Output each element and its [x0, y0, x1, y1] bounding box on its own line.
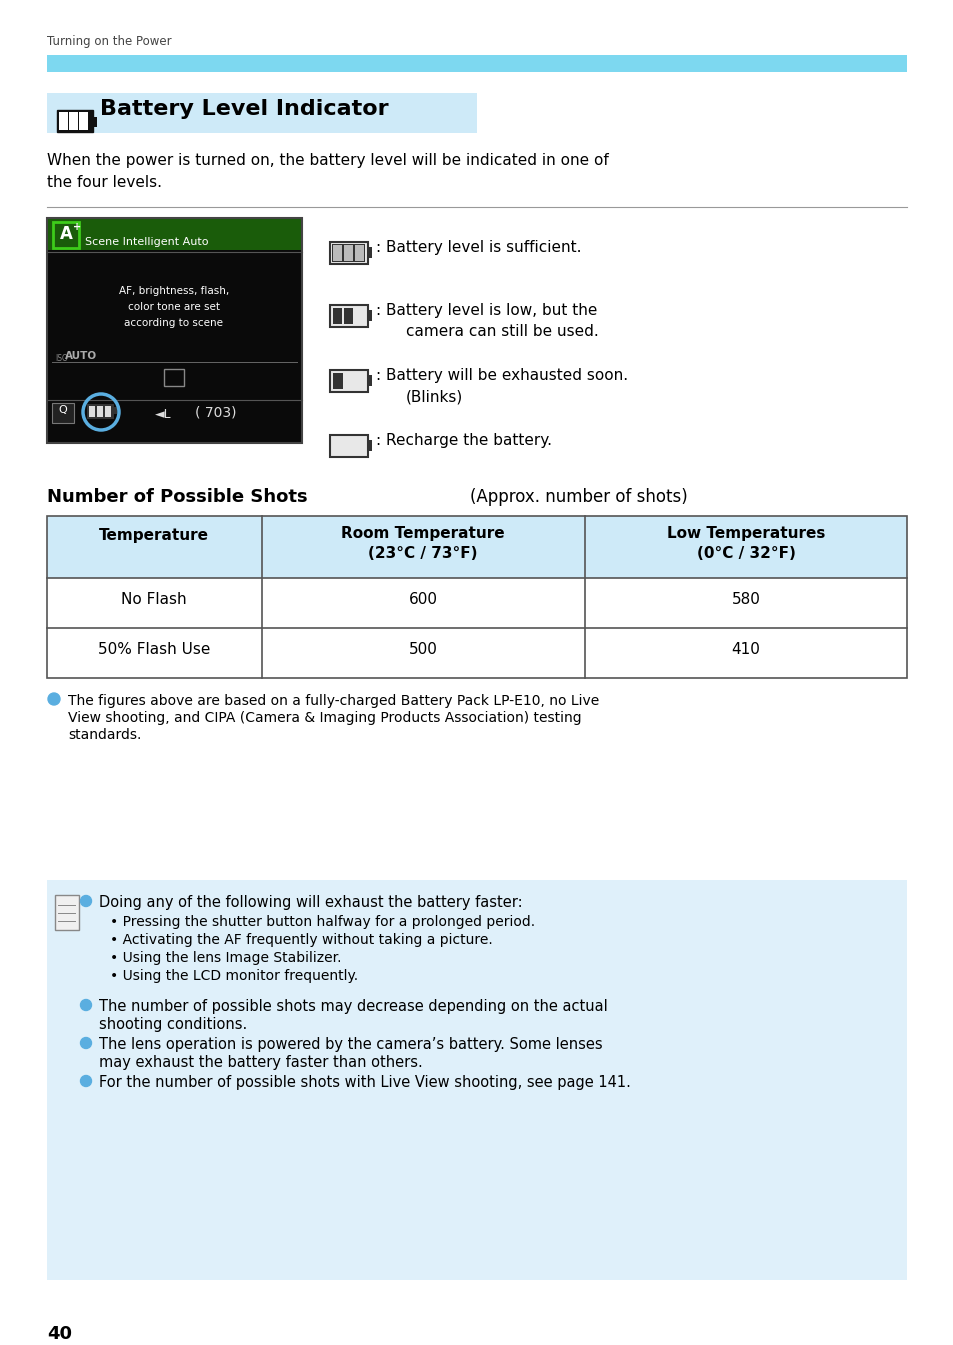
Bar: [355, 245, 364, 261]
Text: Scene Intelligent Auto: Scene Intelligent Auto: [85, 237, 209, 247]
Bar: [333, 308, 341, 324]
Bar: [113, 408, 117, 414]
Text: ◄L: ◄L: [154, 408, 172, 421]
Bar: [47, 516, 906, 678]
Bar: [79, 112, 88, 130]
Text: Turning on the Power: Turning on the Power: [47, 35, 172, 48]
Bar: [47, 218, 302, 443]
Text: (23°C / 73°F): (23°C / 73°F): [368, 546, 477, 561]
Bar: [59, 112, 68, 130]
Bar: [47, 218, 302, 250]
Bar: [97, 406, 103, 417]
Bar: [333, 373, 343, 389]
Text: 40: 40: [47, 1325, 71, 1344]
Text: Battery Level Indicator: Battery Level Indicator: [100, 100, 388, 118]
Text: AUTO: AUTO: [65, 351, 97, 360]
Bar: [53, 222, 79, 247]
Bar: [52, 404, 74, 422]
Text: When the power is turned on, the battery level will be indicated in one of
the f: When the power is turned on, the battery…: [47, 153, 608, 190]
Text: A: A: [59, 225, 72, 243]
Text: The figures above are based on a fully-charged Battery Pack LP-E10, no Live: The figures above are based on a fully-c…: [68, 694, 598, 707]
Bar: [105, 406, 111, 417]
Bar: [368, 440, 372, 451]
Text: camera can still be used.: camera can still be used.: [406, 324, 598, 339]
Circle shape: [80, 896, 91, 907]
Bar: [344, 245, 353, 261]
Text: Temperature: Temperature: [99, 529, 209, 543]
Text: (Approx. number of shots): (Approx. number of shots): [470, 488, 687, 506]
Circle shape: [80, 1076, 91, 1087]
Bar: [55, 894, 79, 929]
Bar: [330, 434, 368, 457]
Text: Number of Possible Shots: Number of Possible Shots: [47, 488, 307, 506]
Text: No Flash: No Flash: [121, 592, 187, 607]
Text: The lens operation is powered by the camera’s battery. Some lenses: The lens operation is powered by the cam…: [99, 1037, 602, 1052]
Text: Q: Q: [58, 405, 68, 416]
Text: standards.: standards.: [68, 728, 141, 742]
Bar: [332, 243, 365, 262]
Text: • Using the lens Image Stabilizer.: • Using the lens Image Stabilizer.: [110, 951, 341, 964]
Text: The number of possible shots may decrease depending on the actual: The number of possible shots may decreas…: [99, 999, 607, 1014]
Bar: [368, 309, 372, 321]
Text: Low Temperatures: Low Temperatures: [666, 526, 824, 541]
Text: • Pressing the shutter button halfway for a prolonged period.: • Pressing the shutter button halfway fo…: [110, 915, 535, 929]
Bar: [89, 406, 95, 417]
Bar: [344, 308, 353, 324]
Bar: [47, 93, 476, 133]
Text: • Using the LCD monitor frequently.: • Using the LCD monitor frequently.: [110, 968, 357, 983]
Text: (Blinks): (Blinks): [406, 389, 463, 404]
Circle shape: [80, 999, 91, 1010]
Text: Doing any of the following will exhaust the battery faster:: Doing any of the following will exhaust …: [99, 894, 522, 911]
Bar: [92, 117, 97, 126]
Text: : Battery will be exhausted soon.: : Battery will be exhausted soon.: [375, 369, 627, 383]
Bar: [368, 375, 372, 386]
Text: : Battery level is sufficient.: : Battery level is sufficient.: [375, 239, 581, 256]
Text: AF, brightness, flash,: AF, brightness, flash,: [119, 286, 229, 296]
Text: 580: 580: [731, 592, 760, 607]
Text: • Activating the AF frequently without taking a picture.: • Activating the AF frequently without t…: [110, 933, 493, 947]
Text: 50% Flash Use: 50% Flash Use: [98, 642, 210, 656]
Bar: [368, 247, 372, 258]
Bar: [330, 305, 368, 327]
Text: color tone are set: color tone are set: [128, 303, 220, 312]
Text: (0°C / 32°F): (0°C / 32°F): [696, 546, 795, 561]
Text: ( 703): ( 703): [194, 406, 236, 420]
Text: shooting conditions.: shooting conditions.: [99, 1017, 247, 1032]
Text: +: +: [73, 222, 81, 231]
Bar: [333, 245, 341, 261]
Bar: [47, 250, 302, 443]
Text: View shooting, and CIPA (Camera & Imaging Products Association) testing: View shooting, and CIPA (Camera & Imagin…: [68, 712, 581, 725]
Text: For the number of possible shots with Live View shooting, see page 141.: For the number of possible shots with Li…: [99, 1075, 630, 1089]
Bar: [47, 880, 906, 1280]
Text: : Recharge the battery.: : Recharge the battery.: [375, 433, 552, 448]
Bar: [47, 55, 906, 73]
Text: according to scene: according to scene: [125, 317, 223, 328]
Text: ISO: ISO: [55, 354, 68, 363]
Bar: [164, 369, 184, 386]
Bar: [69, 112, 78, 130]
Text: : Battery level is low, but the: : Battery level is low, but the: [375, 303, 597, 317]
Bar: [330, 242, 368, 264]
Circle shape: [48, 693, 60, 705]
Bar: [47, 516, 906, 578]
Text: 410: 410: [731, 642, 760, 656]
Text: may exhaust the battery faster than others.: may exhaust the battery faster than othe…: [99, 1054, 422, 1071]
Text: 600: 600: [408, 592, 437, 607]
Bar: [87, 404, 113, 420]
Bar: [57, 110, 92, 132]
Circle shape: [80, 1037, 91, 1049]
Text: 500: 500: [408, 642, 437, 656]
Text: Room Temperature: Room Temperature: [341, 526, 504, 541]
Bar: [330, 370, 368, 391]
